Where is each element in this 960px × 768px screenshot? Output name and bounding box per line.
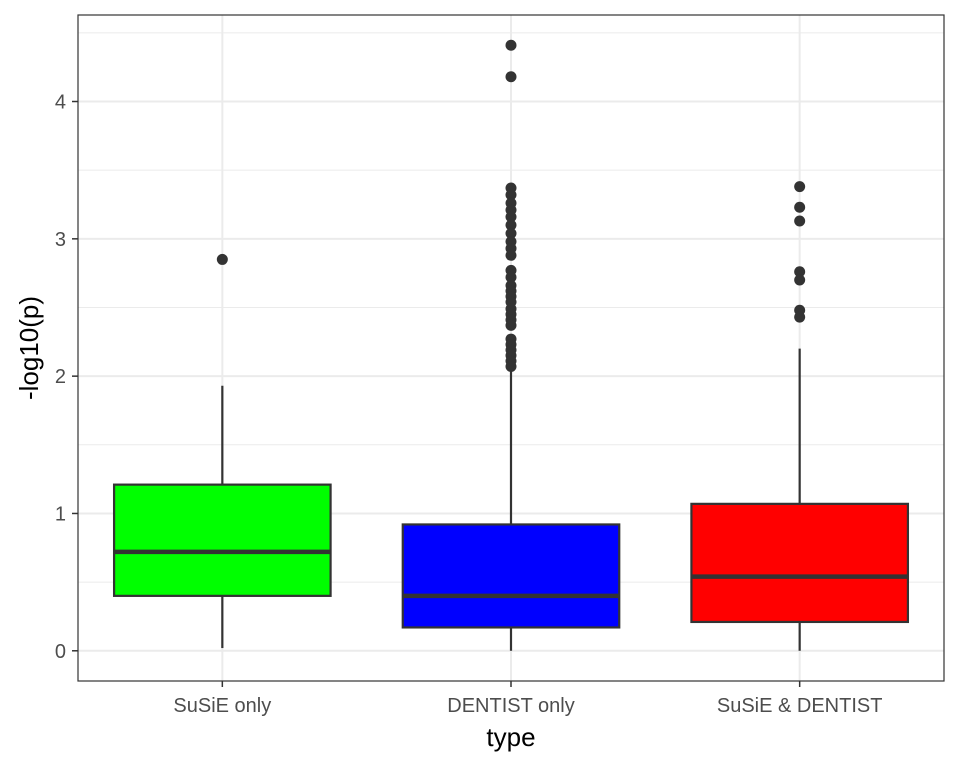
- axes: 0 1 2 3 4 SuSiE only DENTIST only SuSiE & DENTI…: [55, 92, 883, 717]
- outlier-point: [505, 39, 517, 51]
- outlier-point: [794, 201, 806, 213]
- y-tick-label: 3: [55, 229, 66, 251]
- outlier-point: [505, 189, 517, 201]
- y-axis-title: -log10(p): [14, 296, 44, 400]
- outlier-point: [505, 249, 517, 261]
- y-tick-label: 0: [55, 641, 66, 663]
- outlier-point: [216, 253, 228, 265]
- outlier-point: [505, 211, 517, 223]
- box-group: [401, 39, 621, 651]
- y-tick-label: 1: [55, 503, 66, 525]
- outlier-point: [505, 227, 517, 239]
- outlier-point: [505, 361, 517, 373]
- outlier-point: [505, 71, 517, 83]
- data-layer: [112, 39, 910, 651]
- box-body: [112, 483, 332, 597]
- outlier-point: [505, 271, 517, 283]
- x-tick-label: SuSiE & DENTIST: [717, 695, 883, 717]
- outlier-point: [794, 274, 806, 286]
- x-tick-label: SuSiE only: [173, 695, 271, 717]
- outlier-point: [505, 219, 517, 231]
- y-tick-label: 4: [55, 92, 66, 114]
- x-axis-title: type: [486, 722, 535, 752]
- outlier-point: [794, 181, 806, 193]
- y-tick-label: 2: [55, 366, 66, 388]
- outlier-point: [794, 215, 806, 227]
- outlier-point: [794, 311, 806, 323]
- outlier-point: [794, 266, 806, 278]
- x-tick-label: DENTIST only: [447, 695, 574, 717]
- box-body: [690, 502, 910, 624]
- box-group: [112, 253, 332, 649]
- outlier-point: [505, 319, 517, 331]
- box-body: [401, 523, 621, 629]
- box-group: [690, 181, 910, 651]
